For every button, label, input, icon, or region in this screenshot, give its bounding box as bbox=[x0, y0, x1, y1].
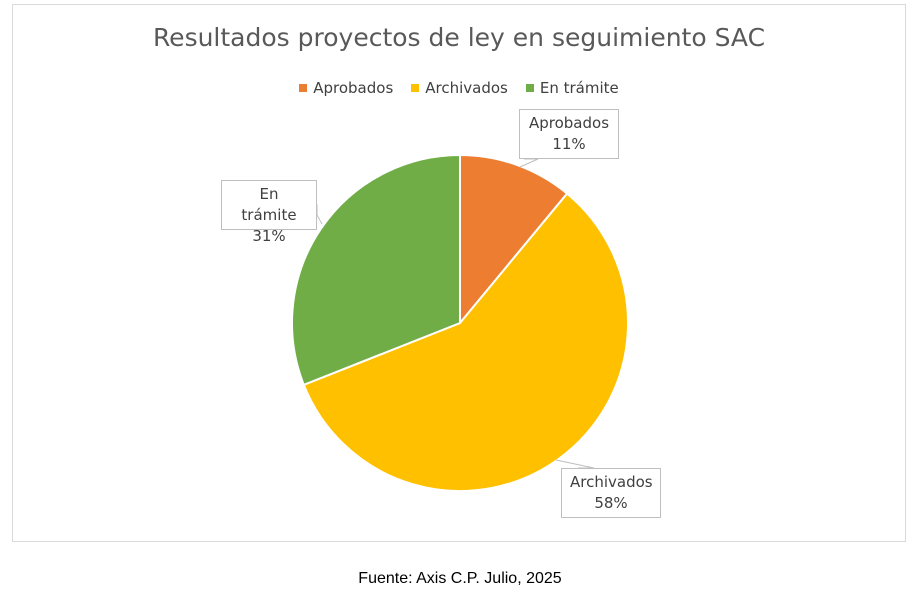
legend-swatch-aprobados bbox=[299, 84, 308, 92]
legend-label-aprobados: Aprobados bbox=[313, 79, 394, 97]
data-label-archivados-value: 58% bbox=[594, 494, 628, 512]
data-label-archivados: Archivados 58% bbox=[561, 468, 661, 518]
callout-pointer-aprobados bbox=[519, 158, 539, 168]
legend-label-archivados: Archivados bbox=[425, 79, 508, 97]
legend-swatch-archivados bbox=[411, 84, 420, 92]
pie-slice-en-tramite bbox=[291, 153, 461, 387]
legend-label-en-tramite: En trámite bbox=[539, 79, 619, 97]
callout-pointer-archivados bbox=[555, 459, 595, 469]
source-note: Fuente: Axis C.P. Julio, 2025 bbox=[358, 570, 562, 587]
data-label-archivados-name: Archivados bbox=[570, 473, 653, 491]
legend-item-en-tramite: En trámite bbox=[525, 79, 619, 97]
pie-slice-aprobados bbox=[459, 153, 569, 326]
data-label-aprobados-name: Aprobados bbox=[528, 114, 610, 132]
pie-slice-archivados bbox=[302, 192, 629, 492]
data-label-en-tramite-name: En trámite bbox=[241, 185, 297, 224]
legend-swatch-en-tramite bbox=[525, 84, 534, 92]
data-label-en-tramite: En trámite 31% bbox=[221, 180, 317, 245]
data-label-aprobados: Aprobados 11% bbox=[519, 109, 619, 159]
chart-title: Resultados proyectos de ley en seguimien… bbox=[152, 23, 766, 52]
data-label-aprobados-value: 11% bbox=[552, 135, 586, 153]
chart-legend: Aprobados Archivados En trámite bbox=[13, 79, 905, 97]
data-label-en-tramite-value: 31% bbox=[252, 227, 286, 245]
legend-item-archivados: Archivados bbox=[411, 79, 508, 97]
legend-item-aprobados: Aprobados bbox=[299, 79, 393, 97]
